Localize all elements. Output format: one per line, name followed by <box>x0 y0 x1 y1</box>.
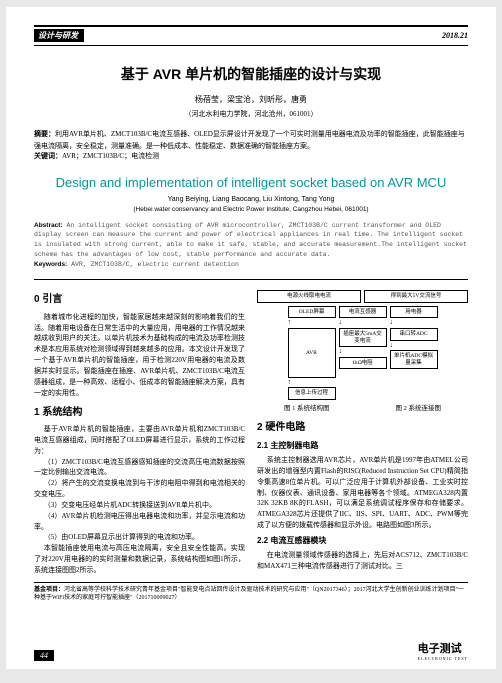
authors-en: Yang Beiying, Liang Baocang, Liu Xintong… <box>34 196 468 203</box>
abstract-cn: 摘要：利用AVR单片机、ZMCT103B/C电流互感器、OLED显示屏设计开发现… <box>34 129 468 163</box>
fig-box: 信息上传过程 <box>288 387 336 400</box>
header-issue: 2018.21 <box>442 31 468 40</box>
fig-box: 单片机ADC模拟量采集 <box>390 350 438 369</box>
fig-box: 串口转ADC <box>390 328 438 341</box>
heading-2-1: 2.1 主控制器电路 <box>257 440 468 452</box>
fig-box: 电流互感器 <box>339 306 387 319</box>
affiliation-cn: （河北水利电力学院，河北沧州，061001） <box>34 109 468 119</box>
keywords-en-text: AVR, ZMCT103B/C, electric current detect… <box>67 261 239 268</box>
arrow-icon: ↓ <box>339 350 387 354</box>
abstract-cn-label: 摘要： <box>34 131 55 138</box>
column-left: 0 引言 随着城市化进程的加快，智能家居越来越深刻的影响着我们的生活。随着用电设… <box>34 286 245 576</box>
footer: 44 电子测试 ELECTRONIC TEST <box>34 640 468 661</box>
title-cn: 基于 AVR 单片机的智能插座的设计与实现 <box>34 64 468 84</box>
arrow-icon: ↓ <box>390 344 438 348</box>
separator <box>34 279 468 280</box>
journal-en: ELECTRONIC TEST <box>418 656 468 661</box>
item-4: （4）AVR单片机检测电压得出电器电流和功率，并显示电流和功率。 <box>34 511 245 533</box>
keywords-cn-text: AVR；ZMCT103B/C；电流检测 <box>62 152 159 160</box>
keywords-cn-label: 关键词： <box>34 153 62 160</box>
journal-cn: 电子测试 <box>418 643 462 655</box>
arrow-icon: ↓ <box>390 321 438 325</box>
para-1-2: 本智能插座使用电流与高压电流隔离，安全且安全性能高。实现了对220V用电器的的实… <box>34 543 245 576</box>
authors-cn: 杨蓓莹，梁宝沧，刘昕彤，唐勇 <box>34 94 468 105</box>
body-columns: 0 引言 随着城市化进程的加快，智能家居越来越深刻的影响着我们的生活。随着用电设… <box>34 286 468 576</box>
abstract-en-label: Abstract: <box>34 222 63 229</box>
heading-2-2: 2.2 电流互感器模块 <box>257 535 468 547</box>
item-5: （5）由OLED屏幕显示出计算得到的电流和功率。 <box>34 532 245 543</box>
title-en: Design and implementation of intelligent… <box>34 175 468 190</box>
funding-note: 基金项目：河北省高等学校科学技术研究青年基金项目"智能变电点站回传设计及驱动技术… <box>34 582 468 603</box>
keywords-en-label: Keywords: <box>34 261 67 268</box>
header-rule-top <box>34 25 468 27</box>
para-2-2: 在电流测量领域传感器的选择上，先后对ACS712、ZMCT103B/C和MAX4… <box>257 550 468 572</box>
column-right: 电源火线取电电流 得到最大5V交流信号 OLED屏幕 ↑ AVR ↑ 信息上传过… <box>257 286 468 576</box>
fund-text: 河北省高等学校科学技术研究青年基金项目"智能变电点站回传设计及驱动技术的研究与应… <box>34 587 464 601</box>
header-section: 设计与研发 <box>34 29 84 42</box>
heading-2: 2 硬件电路 <box>257 420 468 436</box>
header-rule-bottom <box>34 45 468 46</box>
para-0-1: 随着城市化进程的加快，智能家居越来越深刻的影响着我们的生活。随着用电设备在日常生… <box>34 312 245 399</box>
fig-box: 用电器 <box>390 306 438 319</box>
item-1: （1）ZMCT103B/C电流互感器感知插座的交流高压电流数据按照一定比例输出交… <box>34 457 245 479</box>
fig-box: 1kΩ电阻 <box>339 357 387 370</box>
figure-captions: 图 1 系统结构图 图 2 系统连接图 <box>257 404 468 414</box>
item-2: （2）将产生的交流变换电流到与干涉的电阻中得到和电流相关的交变电压。 <box>34 478 245 500</box>
para-2-1: 系统主控制器选用AVR芯片，AVR单片机是1997年由ATMEL公司研发出的增强… <box>257 455 468 531</box>
caption-fig1: 图 1 系统结构图 <box>257 404 357 414</box>
arrow-icon: ↑ <box>288 381 336 385</box>
heading-1: 1 系统结构 <box>34 405 245 421</box>
caption-fig2: 图 2 系统连接图 <box>369 404 469 414</box>
header-row: 设计与研发 2018.21 <box>34 29 468 42</box>
figure-1-2: 电源火线取电电流 得到最大5V交流信号 OLED屏幕 ↑ AVR ↑ 信息上传过… <box>257 290 468 400</box>
journal-name: 电子测试 ELECTRONIC TEST <box>418 640 468 661</box>
arrow-icon: ↑ <box>288 321 336 325</box>
abstract-en-text: An intelligent socket consisting of AVR … <box>34 222 467 258</box>
fig-box: 得到最大5V交流信号 <box>364 290 468 303</box>
page-number: 44 <box>34 650 54 661</box>
para-1-1: 基于AVR单片机的智能插座，主要由AVR单片机和ZMCT103B/C电流互感器组… <box>34 424 245 457</box>
abstract-en: Abstract: An intelligent socket consisti… <box>34 221 468 270</box>
arrow-icon: ↓ <box>339 321 387 325</box>
affiliation-en: (Hebei water conservancy and Electric Po… <box>34 206 468 213</box>
heading-0: 0 引言 <box>34 292 245 308</box>
item-3: （3）交变电压经单片机ADC转换接送到AVR单片机中。 <box>34 500 245 511</box>
fig-box: AVR <box>288 328 336 378</box>
fig-box: 插座最大5mA交变电流 <box>339 328 387 347</box>
fig-box: OLED屏幕 <box>288 306 336 319</box>
abstract-cn-text: 利用AVR单片机、ZMCT103B/C电流互感器、OLED显示屏设计开发现了一个… <box>34 130 465 150</box>
page: 设计与研发 2018.21 基于 AVR 单片机的智能插座的设计与实现 杨蓓莹，… <box>6 7 496 669</box>
fund-label: 基金项目： <box>34 587 64 593</box>
fig1-col: 电源火线取电电流 得到最大5V交流信号 OLED屏幕 ↑ AVR ↑ 信息上传过… <box>257 290 468 400</box>
fig-box: 电源火线取电电流 <box>257 290 361 303</box>
